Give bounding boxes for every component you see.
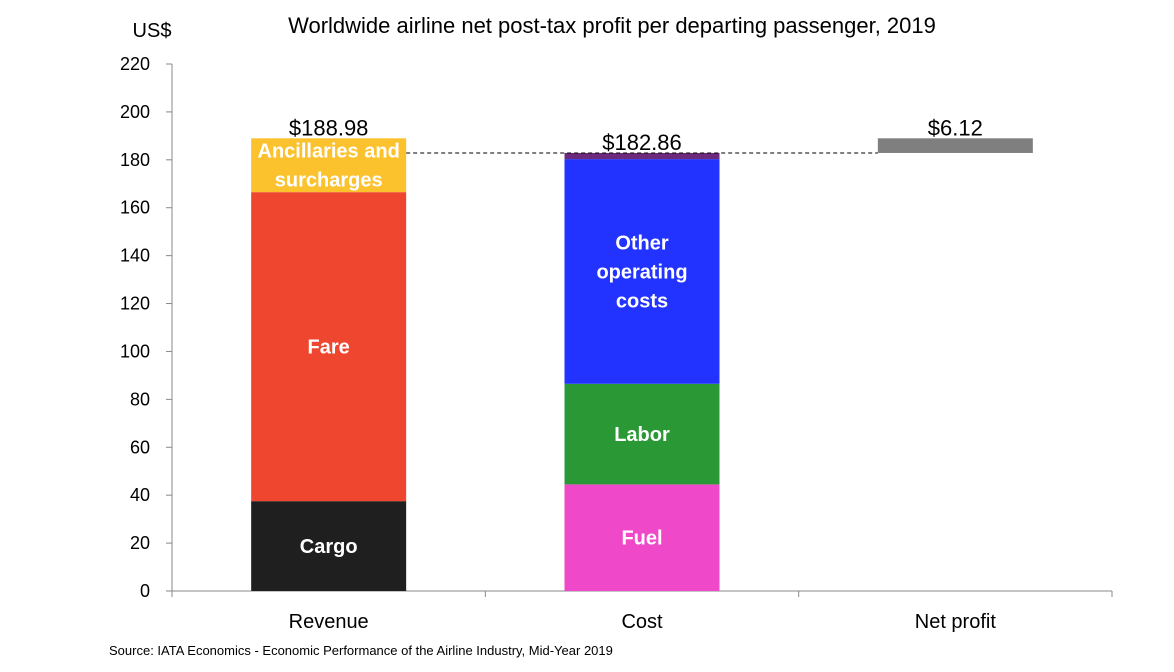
y-tick-label: 200 [120,102,150,122]
y-tick-label: 80 [130,389,150,409]
bar-total-label: $182.86 [602,130,682,155]
y-unit-label: US$ [133,20,172,42]
bar-segment-net-profit [877,138,1033,153]
segment-label: Other [615,232,669,254]
bar-total-label: $6.12 [928,115,983,140]
y-tick-label: 180 [120,150,150,170]
y-tick-label: 0 [140,581,150,601]
bar-segment-fuel [564,484,720,591]
x-category-revenue: Revenue [289,611,369,633]
y-tick-label: 160 [120,198,150,218]
y-tick-label: 140 [120,246,150,266]
source-note: Source: IATA Economics - Economic Perfor… [109,643,613,658]
bar-segment-cargo [251,501,407,591]
bar-segment-ancillaries-and-surcharges [251,138,407,193]
segment-label: surcharges [275,170,383,192]
segment-label: Ancillaries and [258,141,400,163]
y-tick-label: 60 [130,437,150,457]
y-tick-label: 120 [120,294,150,314]
y-axis-ticks: 0 20 40 60 80 100 120 140 160 180 200 220 [120,54,172,601]
bars-group [251,138,1033,591]
segment-label: Labor [614,424,670,446]
bar-segment-labor [564,383,720,485]
x-category-cost: Cost [621,611,663,633]
segment-label: operating [596,261,687,283]
y-tick-label: 20 [130,533,150,553]
bar-segment-fare [251,192,407,502]
labels-group: Cargo Fare Ancillaries and surcharges $188.9… [258,115,983,558]
segment-label: Fuel [621,528,662,550]
x-axis-ticks: Revenue Cost Net profit [171,591,1113,633]
y-tick-label: 220 [120,54,150,74]
segment-label: costs [616,290,668,312]
x-category-net-profit: Net profit [915,611,997,633]
segment-label: Cargo [300,536,358,558]
chart-title: Worldwide airline net post-tax profit pe… [288,13,936,38]
bar-segment-cost-top [564,152,720,160]
segment-label: Fare [308,337,350,359]
bar-segment-other-operating-costs [564,159,720,384]
y-tick-label: 40 [130,485,150,505]
y-tick-label: 100 [120,341,150,361]
bar-total-label: $188.98 [289,115,369,140]
